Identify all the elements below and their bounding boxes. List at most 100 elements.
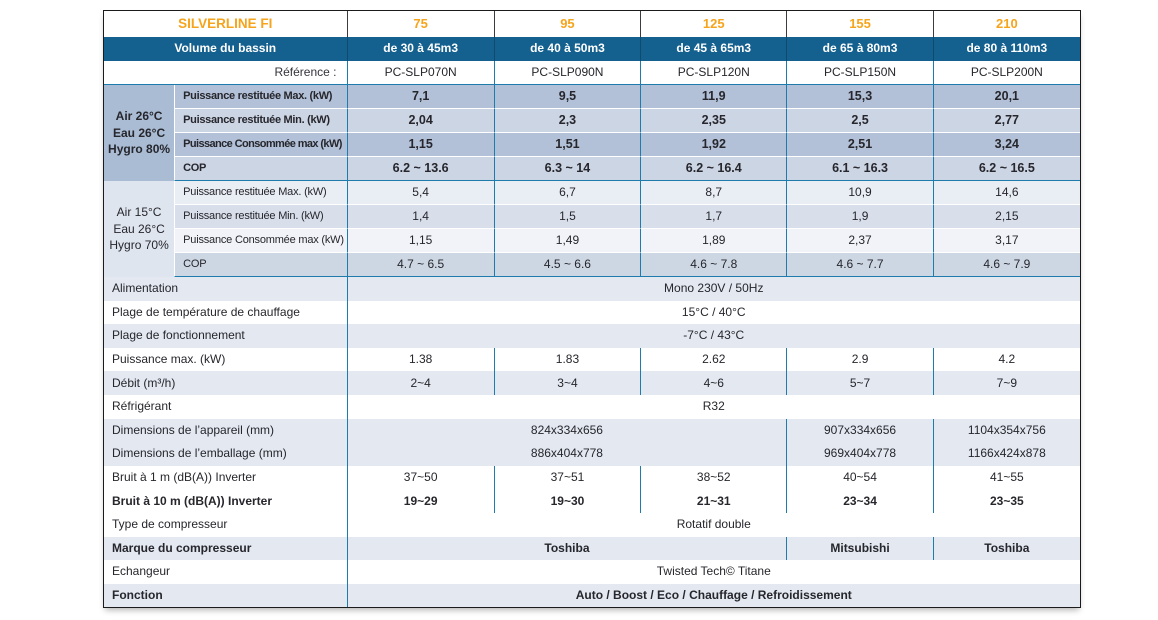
spec-value: 969x404x778: [786, 442, 933, 466]
row-puissance-max: Puissance max. (kW) 1.38 1.83 2.62 2.9 4…: [104, 347, 1080, 372]
spec-value: 1,89: [640, 229, 787, 253]
spec-value: 2,37: [786, 229, 933, 253]
row-bruit-10m: Bruit à 10 m (dB(A)) Inverter 19~29 19~3…: [104, 489, 1080, 513]
spec-value: 6.2 ~ 16.4: [640, 157, 787, 181]
spec-value: 10,9: [786, 181, 933, 205]
volume-value: de 65 à 80m3: [786, 37, 933, 61]
spec-value: 4.6 ~ 7.7: [786, 253, 933, 277]
condition-line: Eau 26°C: [113, 221, 165, 236]
spec-value: 886x404x778: [346, 442, 787, 466]
spec-label: Dimensions de l’emballage (mm): [104, 442, 347, 466]
condition-hygro70: Air 15°C Eau 26°C Hygro 70%: [104, 181, 175, 277]
spec-value: 6.1 ~ 16.3: [786, 157, 933, 181]
spec-table: SILVERLINE FI 75 95 125 155 210 Volume d…: [103, 10, 1081, 609]
reference-row: Référence : PC-SLP070N PC-SLP090N PC-SLP…: [104, 61, 1080, 85]
spec-value: 907x334x656: [786, 418, 933, 443]
spec-value: 7~9: [932, 371, 1080, 395]
reference-value: PC-SLP120N: [640, 61, 787, 85]
spec-value: 6,7: [493, 181, 641, 205]
spec-value: 2.9: [786, 347, 933, 372]
spec-value: 20,1: [932, 85, 1080, 109]
row-echangeur: Echangeur Twisted Tech© Titane: [104, 560, 1080, 584]
row-bruit-1m: Bruit à 1 m (dB(A)) Inverter 37~50 37~51…: [104, 465, 1080, 490]
model-155: 155: [786, 11, 932, 37]
condition-line: Hygro 80%: [108, 142, 171, 157]
volume-label: Volume du bassin: [104, 37, 347, 61]
reference-value: PC-SLP150N: [786, 61, 933, 85]
spec-value: 1,51: [493, 133, 641, 157]
volume-value: de 40 à 50m3: [493, 37, 641, 61]
row-plage-fonctionnement: Plage de fonctionnement -7°C / 43°C: [104, 324, 1080, 348]
spec-value: 2,15: [932, 205, 1080, 229]
spec-value: 1166x424x878: [932, 442, 1080, 466]
spec-value: 6.2 ~ 16.5: [932, 157, 1080, 181]
spec-value: 1,49: [493, 229, 641, 253]
spec-value: 2,77: [932, 109, 1080, 133]
spec-label: COP: [174, 253, 347, 277]
spec-value: 2,35: [640, 109, 787, 133]
spec-value: 824x334x656: [346, 418, 787, 443]
model-125: 125: [640, 11, 786, 37]
row-debit: Débit (m³/h) 2~4 3~4 4~6 5~7 7~9: [104, 371, 1080, 395]
spec-label: Puissance Consommée max (kW): [174, 229, 347, 253]
model-75: 75: [346, 11, 494, 37]
row-refrigerant: Réfrigérant R32: [104, 394, 1080, 419]
spec-label: Plage de température de chauffage: [104, 300, 347, 325]
spec-value: -7°C / 43°C: [346, 324, 1080, 348]
spec-label: Réfrigérant: [104, 394, 347, 419]
spec-value: 2.62: [640, 347, 787, 372]
spec-value: R32: [346, 394, 1080, 419]
model-header-row: SILVERLINE FI 75 95 125 155 210: [104, 11, 1080, 37]
spec-label: Puissance restituée Max. (kW): [174, 181, 347, 205]
spec-label: Débit (m³/h): [104, 371, 347, 395]
spec-value: Rotatif double: [346, 512, 1080, 537]
spec-label: Plage de fonctionnement: [104, 324, 347, 348]
condition-line: Hygro 70%: [109, 238, 169, 253]
spec-label: Alimentation: [104, 277, 347, 301]
spec-value: 3,17: [932, 229, 1080, 253]
spec-value: 5,4: [346, 181, 494, 205]
spec-value: Mitsubishi: [786, 536, 933, 561]
row-marque-compresseur: Marque du compresseur Toshiba Mitsubishi…: [104, 536, 1080, 561]
spec-label: Dimensions de l’appareil (mm): [104, 418, 347, 443]
spec-label: Puissance restituée Min. (kW): [174, 109, 347, 133]
spec-value: 6.2 ~ 13.6: [346, 157, 494, 181]
spec-value: 15,3: [786, 85, 933, 109]
spec-sheet: SILVERLINE FI 75 95 125 155 210 Volume d…: [103, 10, 1081, 609]
spec-value: 38~52: [640, 465, 787, 490]
spec-value: 7,1: [346, 85, 494, 109]
spec-label: Fonction: [104, 583, 347, 608]
spec-label: Type de compresseur: [104, 512, 347, 537]
spec-value: 23~35: [932, 489, 1080, 513]
spec-value: 15°C / 40°C: [346, 300, 1080, 325]
spec-value: Mono 230V / 50Hz: [346, 277, 1080, 301]
volume-value: de 45 à 65m3: [640, 37, 787, 61]
spec-label: Bruit à 1 m (dB(A)) Inverter: [104, 465, 347, 490]
spec-value: 1104x354x756: [932, 418, 1080, 443]
spec-value: 14,6: [932, 181, 1080, 205]
volume-row: Volume du bassin de 30 à 45m3 de 40 à 50…: [104, 37, 1080, 61]
spec-value: 4.7 ~ 6.5: [346, 253, 494, 277]
spec-value: 1.38: [346, 347, 494, 372]
volume-value: de 80 à 110m3: [932, 37, 1080, 61]
spec-value: Auto / Boost / Eco / Chauffage / Refroid…: [346, 583, 1080, 608]
spec-label: COP: [174, 157, 347, 181]
reference-label: Référence :: [104, 61, 347, 85]
spec-label: Puissance restituée Min. (kW): [174, 205, 347, 229]
spec-value: 4.5 ~ 6.6: [493, 253, 641, 277]
spec-value: 1,9: [786, 205, 933, 229]
volume-value: de 30 à 45m3: [346, 37, 494, 61]
spec-value: 2,04: [346, 109, 494, 133]
row-dimensions-appareil: Dimensions de l’appareil (mm) 824x334x65…: [104, 418, 1080, 443]
spec-value: 8,7: [640, 181, 787, 205]
row-dimensions-emballage: Dimensions de l’emballage (mm) 886x404x7…: [104, 442, 1080, 466]
spec-value: 9,5: [493, 85, 641, 109]
spec-value: 19~29: [346, 489, 494, 513]
spec-value: 40~54: [786, 465, 933, 490]
spec-value: 1,4: [346, 205, 494, 229]
spec-value: 41~55: [932, 465, 1080, 490]
spec-value: 1,15: [346, 133, 494, 157]
spec-value: 2~4: [346, 371, 494, 395]
spec-label: Marque du compresseur: [104, 536, 347, 561]
reference-value: PC-SLP200N: [932, 61, 1080, 85]
